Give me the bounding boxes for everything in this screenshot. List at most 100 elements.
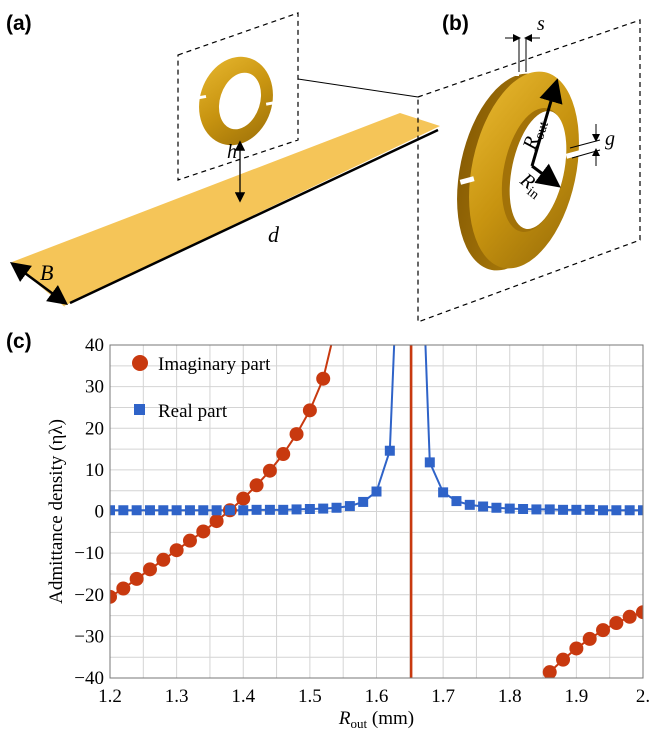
panel-c-label: (c) [6,330,32,353]
imaginary-point [302,403,317,418]
real-point [384,445,395,456]
real-point [224,505,235,516]
imaginary-point [556,652,571,667]
real-point [278,504,289,515]
imaginary-point [222,503,237,518]
x-tick-label: 1.9 [565,686,589,707]
legend-imaginary-marker [132,355,148,371]
imaginary-point [636,605,643,620]
real-point [184,505,195,516]
real-point [318,503,329,514]
symbol-s: s [537,13,545,35]
real-point [638,505,643,516]
real-point [611,505,622,516]
imaginary-point [156,552,171,567]
imaginary-point [129,571,144,586]
imaginary-point [609,616,624,631]
real-point [504,503,515,514]
real-point [558,504,569,515]
x-tick-label: 1.3 [165,686,189,707]
imaginary-curve [544,611,643,678]
real-point [144,505,155,516]
real-point [598,505,609,516]
imaginary-point [169,543,184,558]
real-point [371,486,382,497]
imaginary-point [622,609,637,624]
plot-frame [109,344,644,679]
real-point [198,505,209,516]
real-curve [424,345,643,512]
zoomed-plane [417,19,641,323]
real-point [238,505,249,516]
real-point [438,487,449,498]
imaginary-point [142,562,157,577]
imaginary-point [116,581,131,596]
real-point [304,504,315,515]
symbol-h: h [227,141,237,163]
real-point [251,504,262,515]
x-tick-label: 1.8 [498,686,522,707]
imaginary-point [276,447,291,462]
symbol-g: g [605,128,615,150]
chart-legend: Imaginary part Real part [132,354,271,422]
schematic-illustration: h d B s g Rout Rin [9,12,641,323]
real-point [571,504,582,515]
imaginary-point [249,478,264,493]
real-point [358,496,369,507]
real-point [344,501,355,512]
imaginary-point [289,427,304,442]
y-axis-label: Admittance density (ηλ) [46,419,67,604]
real-point [118,505,129,516]
real-point [518,504,529,515]
panel-a-label: (a) [6,12,32,35]
real-point [464,499,475,510]
imaginary-point [196,524,211,539]
real-point [584,504,595,515]
chart-grid [109,344,644,679]
real-point [291,504,302,515]
real-curve [110,345,396,512]
real-point [491,502,502,513]
imaginary-point [110,589,117,604]
legend-imaginary-label: Imaginary part [158,354,271,375]
real-point [131,505,142,516]
legend-real-label: Real part [158,401,228,422]
y-tick-label: 0 [95,502,105,523]
y-tick-label: −20 [74,585,104,606]
y-tick-label: 10 [85,460,104,481]
y-tick-label: 30 [85,377,104,398]
x-tick-label: 1.5 [298,686,322,707]
imaginary-point [316,371,331,386]
big-ring [457,70,581,271]
symbol-rout: Rout [519,117,552,154]
imaginary-point [262,463,277,478]
real-point [531,504,542,515]
x-tick-label: 1.2 [98,686,122,707]
imaginary-point [596,623,611,638]
chart-markers [110,371,643,678]
imaginary-point [182,533,197,548]
imaginary-curve [110,345,333,598]
real-point [451,496,462,507]
x-axis-label: Rout (mm) [338,708,414,731]
symbol-d: d [268,222,280,247]
imaginary-point [569,641,584,656]
ground-plate [12,113,440,306]
imaginary-point [209,514,224,529]
chart-curves [110,345,643,678]
y-tick-label: −10 [74,543,104,564]
unit-cell-plane [177,12,299,181]
real-point [110,505,115,516]
y-tick-label: −30 [74,626,104,647]
y-tick-label: −40 [74,668,104,689]
legend-real-marker [134,404,145,415]
real-point [264,504,275,515]
imaginary-point [236,491,251,506]
panel-b-label: (b) [442,12,469,35]
imaginary-point [542,665,557,678]
real-point [544,504,555,515]
real-point [624,505,635,516]
small-ring [195,56,277,146]
x-tick-label: 2. [636,686,650,707]
imaginary-point [582,631,597,646]
